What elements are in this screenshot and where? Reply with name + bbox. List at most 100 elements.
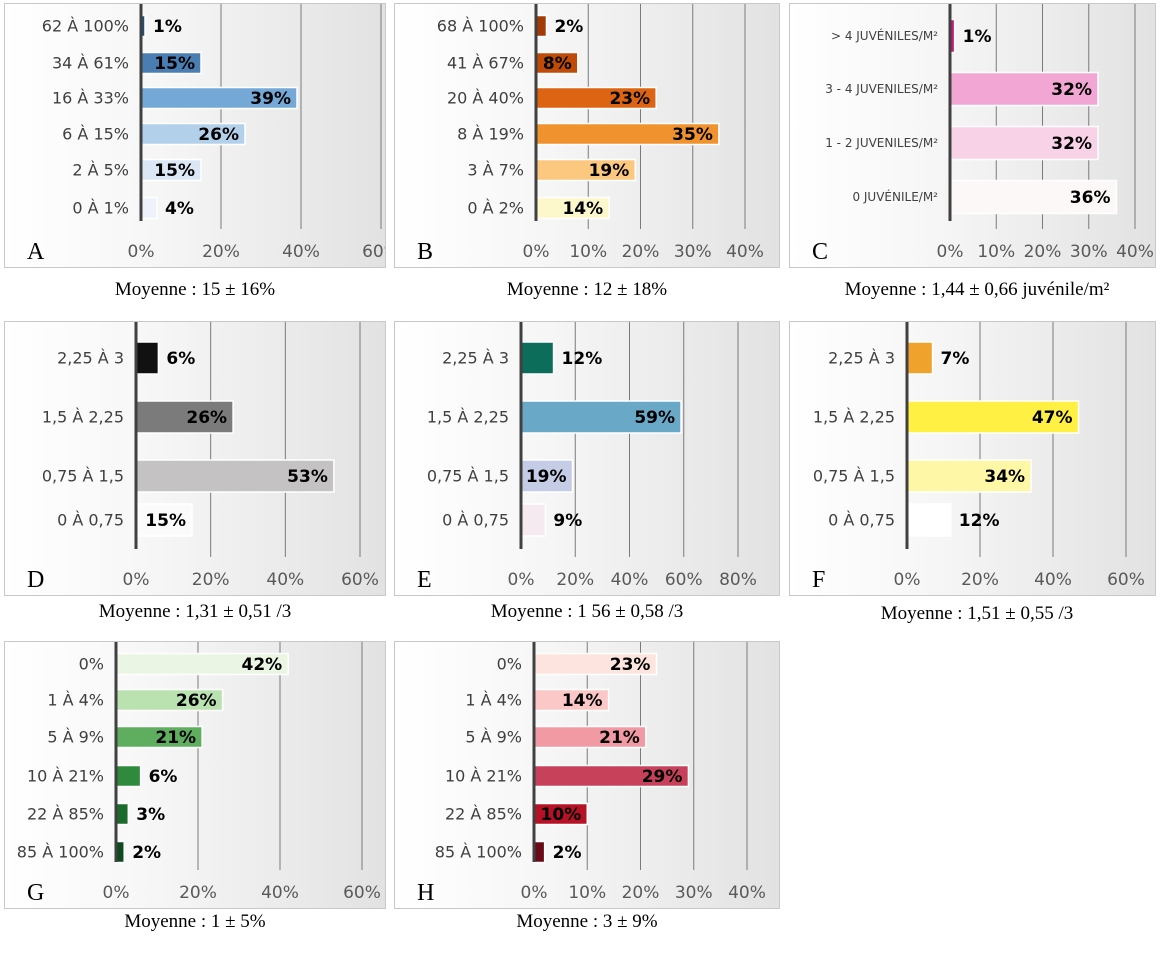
category-label: 41 À 67% [447,54,524,73]
category-label: 0% [497,655,522,674]
category-label: 0 À 0,75 [442,511,509,530]
data-label: 32% [1051,80,1092,100]
panel-letter: C [812,239,828,265]
x-tick-label: 20% [202,242,240,262]
category-label: 0,75 À 1,5 [427,467,509,486]
bar-chart-d: 0% 20% 40% 60% 2,25 À 3 6% 1,5 À 2,25 26% 0,75 À… [27,322,379,593]
bar [949,179,1118,215]
data-label: 53% [287,467,328,487]
data-label: 6% [166,349,195,369]
panel-letter: B [417,239,433,265]
bar-chart-b: 0% 10% 20% 30% 40% 68 À 100% 2% 41 À 67% 8% 20 À … [417,4,764,265]
panel-letter: D [27,567,44,593]
category-label: 0 À 0,75 [57,511,124,530]
x-tick-label: 0% [508,570,535,590]
data-label: 23% [609,89,650,109]
bar [115,802,130,826]
data-label: 14% [562,199,603,219]
category-label: 3 - 4 JUVENILES/M² [825,82,938,96]
data-label: 9% [553,511,582,531]
x-tick-label: 0% [937,242,964,262]
x-tick-label: 0% [521,883,548,903]
data-label: 26% [186,408,227,428]
category-label: 85 À 100% [435,843,522,862]
data-label: 15% [154,54,195,74]
panel-caption: Moyenne : 3 ± 9% [516,911,658,932]
chart-panel-h: 0% 10% 20% 30% 40% 0% 23% 1 À 4% 14% 5 À 9% 21% 10 … [394,641,780,909]
x-tick-label: 0% [894,570,921,590]
data-label: 26% [198,125,239,145]
x-tick-label: 20% [556,570,594,590]
category-label: 10 À 21% [27,767,104,786]
data-label: 39% [250,89,291,109]
chart-panel-d: 0% 20% 40% 60% 2,25 À 3 6% 1,5 À 2,25 26% 0,75 À… [4,321,386,596]
data-label: 3% [136,805,165,825]
bar [520,503,547,537]
x-tick-label: 40% [726,242,764,262]
category-label: 0 À 0,75 [828,511,895,530]
x-tick-label: 20% [1024,242,1062,262]
category-label: 2,25 À 3 [442,349,509,368]
x-tick-label: 40% [728,883,766,903]
category-label: 5 À 9% [465,728,522,747]
category-label: 0 À 2% [467,199,524,218]
bar [520,400,682,434]
category-label: 2,25 À 3 [828,349,895,368]
x-tick-label: 40% [1116,242,1154,262]
data-label: 21% [155,728,196,748]
bar [135,400,234,434]
panel-caption: Moyenne : 1,51 ± 0,55 /3 [880,603,1074,624]
x-tick-label: 60% [341,570,379,590]
data-label: 2% [554,17,583,37]
chart-panel-e: 0% 20% 40% 60% 80% 2,25 À 3 12% 1,5 À 2,25 59% 0,… [394,321,780,596]
x-tick-label: 80% [719,570,757,590]
data-label: 21% [599,728,640,748]
panel-letter: H [417,880,434,906]
x-tick-label: 20% [622,242,660,262]
chart-panel-c: 0% 10% 20% 30% 40% > 4 JUVÉNILES/M² 1% 3 - 4 JU… [789,3,1156,268]
x-tick-label: 60% [362,242,386,262]
data-label: 34% [984,467,1025,487]
data-label: 8% [543,54,572,74]
category-label: 8 À 19% [457,125,524,144]
x-tick-label: 0% [128,242,155,262]
bar [906,400,1080,434]
panel-caption: Moyenne : 15 ± 16% [114,279,276,300]
data-label: 47% [1032,408,1073,428]
x-tick-label: 10% [977,242,1015,262]
chart-panel-f: 0% 20% 40% 60% 2,25 À 3 7% 1,5 À 2,25 47% 0,75 À… [789,321,1156,596]
x-tick-label: 0% [523,242,550,262]
category-label: 1,5 À 2,25 [813,408,895,427]
chart-panel-g: 0% 20% 40% 60% 0% 42% 1 À 4% 26% 5 À 9% 21% 10 À 2… [4,641,386,909]
x-tick-label: 20% [192,570,230,590]
data-label: 19% [589,161,630,181]
data-label: 12% [959,511,1000,531]
category-label: 85 À 100% [17,843,104,862]
category-label: 0,75 À 1,5 [42,467,124,486]
data-label: 59% [634,408,675,428]
panel-caption: Moyenne : 1,31 ± 0,51 /3 [98,601,292,622]
bar [906,459,1032,493]
data-label: 15% [154,161,195,181]
category-label: > 4 JUVÉNILES/M² [831,28,938,43]
data-label: 36% [1070,188,1111,208]
category-label: 1 - 2 JUVENILES/M² [825,136,938,150]
category-label: 22 À 85% [27,805,104,824]
data-label: 23% [610,655,651,675]
data-label: 10% [541,805,582,825]
x-tick-label: 0% [103,883,130,903]
bar-chart-g: 0% 20% 40% 60% 0% 42% 1 À 4% 26% 5 À 9% 21% 10 À 2… [17,642,381,906]
category-label: 0,75 À 1,5 [813,467,895,486]
panel-letter: F [812,567,825,593]
x-tick-label: 20% [622,883,660,903]
bar [115,764,142,788]
data-label: 14% [562,691,603,711]
bar [949,125,1099,161]
bar [140,196,158,220]
x-tick-label: 60% [343,883,381,903]
data-label: 42% [241,655,282,675]
category-label: 2 À 5% [72,161,129,180]
x-tick-label: 60% [1107,570,1145,590]
x-tick-label: 20% [179,883,217,903]
bar [135,459,335,493]
